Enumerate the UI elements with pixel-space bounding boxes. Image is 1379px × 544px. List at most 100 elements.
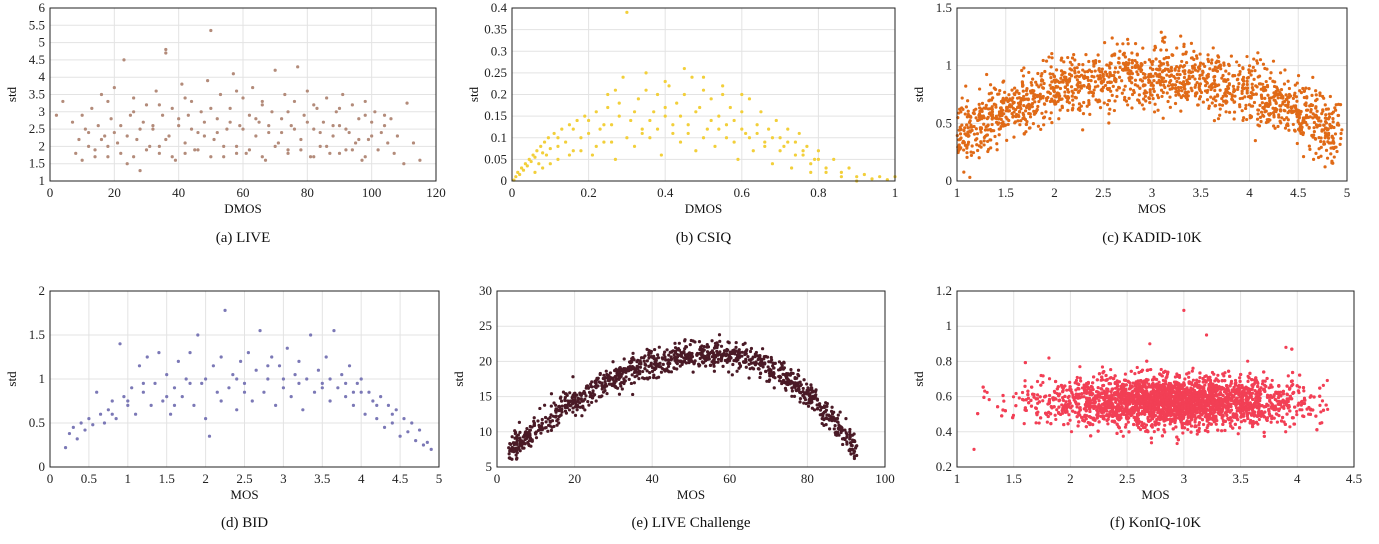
data-point xyxy=(741,342,745,347)
data-point xyxy=(247,148,252,152)
data-point xyxy=(575,118,579,123)
data-point xyxy=(1216,117,1221,121)
data-point xyxy=(716,357,721,361)
data-point xyxy=(1142,97,1146,101)
data-point xyxy=(1182,42,1186,46)
data-point xyxy=(77,137,81,142)
data-point xyxy=(149,403,153,407)
data-point xyxy=(1263,104,1267,109)
data-point xyxy=(1247,68,1251,72)
data-point xyxy=(816,149,821,153)
x-tick-label: 120 xyxy=(426,185,446,200)
data-point xyxy=(963,143,968,147)
data-point xyxy=(747,358,751,362)
data-point xyxy=(1189,86,1193,90)
data-point xyxy=(985,117,989,121)
data-point xyxy=(654,358,658,362)
y-axis-label: std xyxy=(466,86,481,102)
data-point xyxy=(682,66,686,71)
data-point xyxy=(1295,81,1299,85)
data-point xyxy=(556,136,560,140)
data-point xyxy=(1030,83,1034,87)
y-tick-label: 3 xyxy=(39,104,46,119)
data-point xyxy=(1014,391,1018,396)
data-point xyxy=(1117,61,1121,65)
data-point xyxy=(1100,67,1104,71)
data-point xyxy=(715,345,719,350)
data-point xyxy=(1154,57,1158,61)
data-point xyxy=(533,155,537,159)
data-point xyxy=(366,137,371,142)
data-point xyxy=(1070,63,1074,67)
data-point xyxy=(706,353,710,357)
x-axis-label: MOS xyxy=(677,487,705,502)
data-point xyxy=(1212,119,1217,123)
data-point xyxy=(1255,59,1259,63)
data-point xyxy=(769,355,773,360)
data-point xyxy=(363,113,367,117)
data-point xyxy=(1238,72,1242,76)
data-point xyxy=(716,343,720,347)
data-point xyxy=(1235,78,1239,82)
data-point xyxy=(1301,116,1305,120)
data-point xyxy=(192,403,196,407)
data-point xyxy=(560,404,564,408)
data-point xyxy=(737,353,742,358)
data-point xyxy=(518,430,522,434)
data-point xyxy=(1304,86,1308,90)
data-point xyxy=(652,362,656,366)
data-point xyxy=(637,372,641,376)
data-point xyxy=(645,347,649,351)
data-point xyxy=(1295,412,1299,417)
data-point xyxy=(1264,109,1268,113)
data-point xyxy=(1236,87,1240,92)
data-point xyxy=(331,134,335,138)
data-point xyxy=(363,99,367,104)
data-point xyxy=(1097,74,1101,78)
data-point xyxy=(997,127,1001,131)
data-point xyxy=(1040,72,1044,76)
data-point xyxy=(183,151,187,155)
data-point xyxy=(418,158,422,162)
data-point xyxy=(648,118,652,123)
data-point xyxy=(560,407,564,411)
data-point xyxy=(830,416,834,420)
data-point xyxy=(395,134,399,138)
data-point xyxy=(1273,80,1277,84)
data-point xyxy=(1077,89,1082,93)
data-point xyxy=(839,175,843,179)
y-tick-label: 30 xyxy=(479,283,492,298)
data-point xyxy=(997,121,1001,125)
data-point xyxy=(768,367,772,371)
data-point xyxy=(1214,61,1218,65)
data-point xyxy=(672,353,676,357)
data-point xyxy=(1158,72,1162,76)
data-point xyxy=(1287,86,1291,91)
data-point xyxy=(1036,104,1040,109)
data-point xyxy=(1311,135,1315,139)
data-point xyxy=(1034,421,1038,425)
data-point xyxy=(761,365,765,369)
data-point xyxy=(1117,56,1121,60)
data-point xyxy=(209,28,213,33)
data-point xyxy=(1130,51,1134,55)
data-point xyxy=(523,442,527,446)
data-point xyxy=(141,390,145,394)
data-point xyxy=(1007,93,1011,97)
data-point xyxy=(1135,61,1139,65)
data-point xyxy=(1293,91,1297,95)
data-point xyxy=(1083,70,1087,74)
data-point xyxy=(239,359,243,363)
data-point xyxy=(1259,119,1263,124)
data-point xyxy=(537,423,541,427)
data-point xyxy=(292,127,297,131)
data-point xyxy=(336,386,340,390)
data-point xyxy=(1066,55,1070,60)
data-point xyxy=(1070,56,1075,60)
data-point xyxy=(1283,126,1288,130)
x-axis-label: DMOS xyxy=(685,201,723,216)
data-point xyxy=(822,405,827,410)
data-point xyxy=(1176,76,1181,80)
y-tick-label: 0.3 xyxy=(491,43,507,58)
data-point xyxy=(583,391,587,395)
